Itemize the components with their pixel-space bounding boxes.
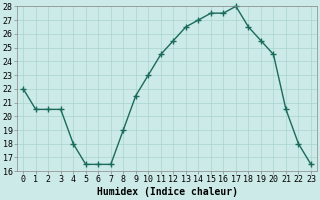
X-axis label: Humidex (Indice chaleur): Humidex (Indice chaleur) xyxy=(97,187,237,197)
